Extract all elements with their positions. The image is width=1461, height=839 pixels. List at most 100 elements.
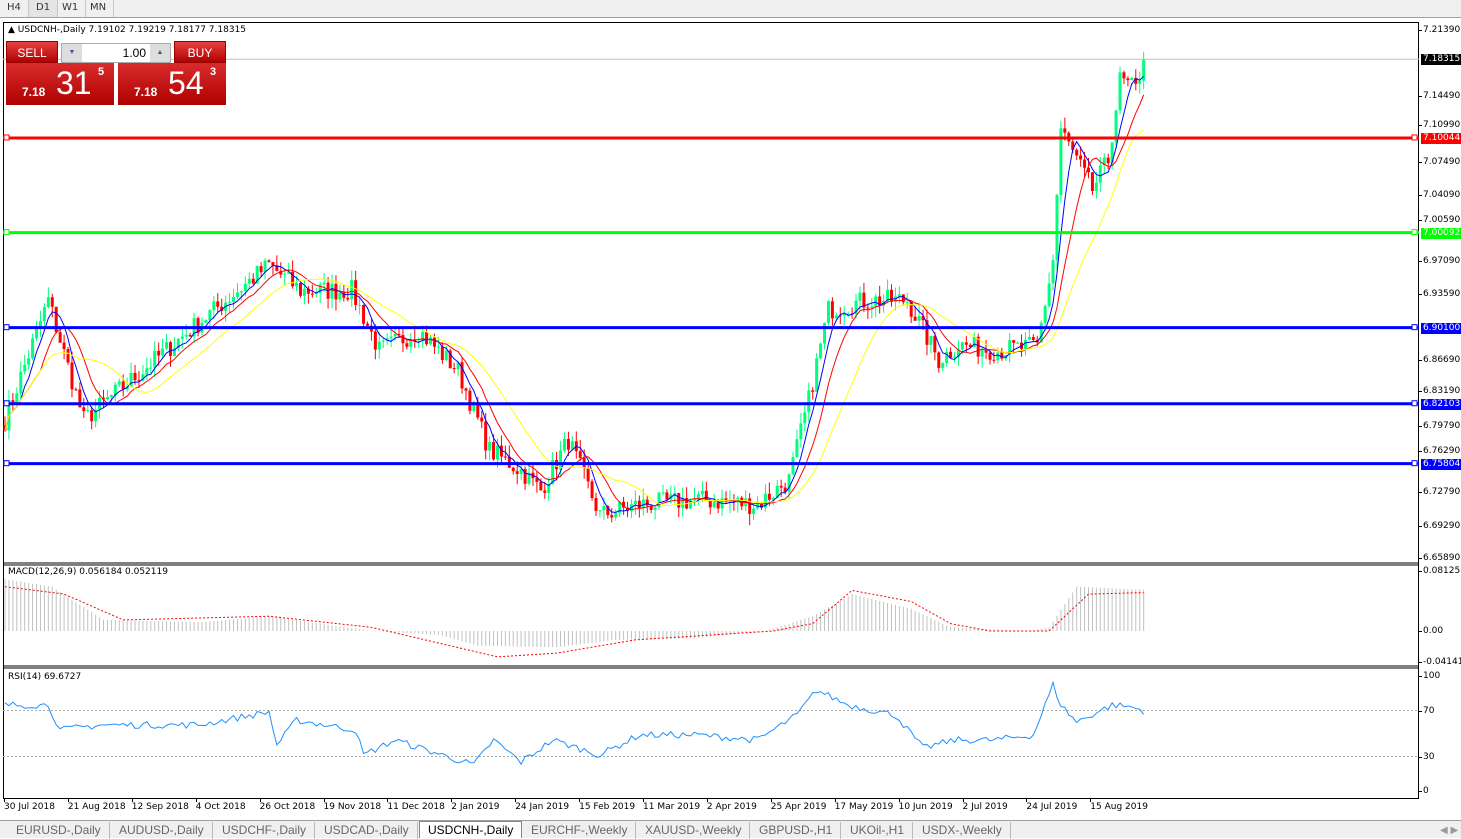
chart-tab[interactable]: EURCHF-,Weekly <box>523 822 637 839</box>
candle-body <box>94 409 98 422</box>
sell-price-button[interactable]: 7.18 31 5 <box>6 63 114 105</box>
candle-body <box>78 389 82 408</box>
lot-size-input[interactable]: ▼ 1.00 ▲ <box>61 43 171 63</box>
candle-body <box>184 335 188 337</box>
increase-lot-icon[interactable]: ▲ <box>150 44 170 62</box>
chart-tab[interactable]: UKOil-,H1 <box>842 822 914 839</box>
hline-price-tag: 6.82103 <box>1421 398 1461 410</box>
candle-body <box>925 320 929 345</box>
time-axis[interactable]: 30 Jul 2018 21 Aug 2018 12 Sep 2018 4 Oct 2… <box>0 799 1420 816</box>
candle-body <box>350 280 354 300</box>
chart-tab[interactable]: USDCHF-,Daily <box>214 822 315 839</box>
chart-tab[interactable]: USDCNH-,Daily <box>419 821 523 838</box>
candle-body <box>641 499 645 509</box>
candle-body <box>917 316 921 321</box>
candle-body <box>1102 157 1106 166</box>
candle-body <box>176 338 180 349</box>
candle-body <box>484 421 488 451</box>
timeframe-mn[interactable]: MN <box>83 0 115 17</box>
candle-body <box>823 322 827 344</box>
candle-body <box>338 292 342 300</box>
candle-body <box>696 494 700 499</box>
candle-body <box>763 493 767 508</box>
candle-body <box>291 271 295 287</box>
lot-value[interactable]: 1.00 <box>122 46 146 60</box>
candle-body <box>787 474 791 492</box>
candle-body <box>901 294 905 303</box>
date-label: 24 Jan 2019 <box>515 799 570 812</box>
candle-body <box>180 336 184 339</box>
candle-body <box>779 485 783 488</box>
chart-tab[interactable]: USDCAD-,Daily <box>316 822 418 839</box>
candle-body <box>243 283 247 292</box>
candle-body <box>405 343 409 347</box>
chart-tab[interactable]: GBPUSD-,H1 <box>751 822 842 839</box>
buy-price-big: 54 <box>168 65 204 101</box>
candle-body <box>1031 337 1035 340</box>
candle-body <box>578 451 582 458</box>
candle-body <box>909 301 913 317</box>
candle-body <box>358 304 362 306</box>
collapse-triangle-icon[interactable]: ▲ <box>8 25 15 35</box>
chart-tab[interactable]: USDX-,Weekly <box>914 822 1011 839</box>
sell-button[interactable]: SELL <box>6 41 58 63</box>
chart-tab[interactable]: AUDUSD-,Daily <box>111 822 213 839</box>
candle-body <box>31 338 35 359</box>
rsi-axis-label: 0 <box>1419 786 1429 796</box>
candle-body <box>1079 155 1083 160</box>
candle-body <box>767 493 771 500</box>
tab-scroll-arrows-icon[interactable]: ◀ ▶ <box>1440 825 1459 836</box>
candle-body <box>161 348 165 356</box>
candle-body <box>19 371 23 394</box>
candle-body <box>913 316 917 321</box>
price-axis-label: 7.07490 <box>1418 157 1461 168</box>
candle-body <box>212 301 216 311</box>
timeframe-d1[interactable]: D1 <box>29 0 59 17</box>
timeframe-w1[interactable]: W1 <box>55 0 87 17</box>
candle-body <box>870 306 874 308</box>
price-axis-label: 6.83190 <box>1418 385 1461 396</box>
price-axis-label: 7.21390 <box>1418 25 1461 35</box>
candle-body <box>421 332 425 341</box>
buy-price-small: 7.18 <box>134 85 158 99</box>
buy-button[interactable]: BUY <box>174 41 226 63</box>
candle-body <box>492 442 496 460</box>
date-label: 11 Mar 2019 <box>643 799 701 812</box>
candle-body <box>716 502 720 509</box>
candle-body <box>235 292 239 297</box>
candle-body <box>456 362 460 370</box>
candle-body <box>58 332 62 343</box>
candle-body <box>523 469 527 484</box>
symbol-info: USDCNH-,Daily 7.19102 7.19219 7.18177 7.… <box>17 25 247 35</box>
candle-body <box>700 490 704 495</box>
candle-body <box>819 343 823 359</box>
chart-tab[interactable]: EURUSD-,Daily <box>8 822 110 839</box>
candle-body <box>1142 59 1146 81</box>
candle-body <box>346 297 350 300</box>
candle-body <box>239 291 243 293</box>
candle-body <box>232 296 236 302</box>
decrease-lot-icon[interactable]: ▼ <box>62 44 82 62</box>
candle-body <box>263 260 267 273</box>
price-axis-label: 6.65890 <box>1418 552 1461 563</box>
candle-body <box>570 441 574 450</box>
candle-body <box>594 497 598 511</box>
chart-header: ▲ USDCNH-,Daily 7.19102 7.19219 7.18177 … <box>8 25 246 35</box>
chart-window[interactable] <box>3 22 1419 799</box>
candle-body <box>956 349 960 357</box>
candle-body <box>279 270 283 275</box>
candle-body <box>137 380 141 382</box>
candle-body <box>322 282 326 285</box>
timeframe-h4[interactable]: H4 <box>0 0 29 17</box>
candle-body <box>1138 80 1142 84</box>
candle-body <box>480 417 484 422</box>
date-label: 11 Dec 2018 <box>387 799 445 812</box>
candle-body <box>996 352 1000 361</box>
price-axis[interactable]: 7.10044 7.00092 6.90100 6.82103 6.75804 7.183… <box>1418 0 1461 800</box>
hline-price-tag: 6.75804 <box>1421 458 1461 470</box>
chart-tab[interactable]: XAUUSD-,Weekly <box>637 822 751 839</box>
candle-body <box>858 292 862 301</box>
buy-price-button[interactable]: 7.18 54 3 <box>118 63 226 105</box>
candle-body <box>547 484 551 493</box>
